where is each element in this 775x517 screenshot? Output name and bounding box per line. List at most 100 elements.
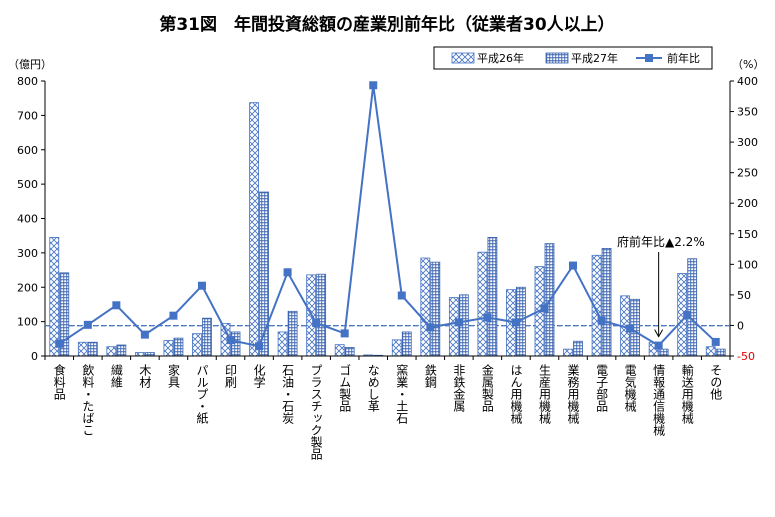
category-label: 家具 (166, 363, 180, 388)
bar-h27 (430, 261, 441, 357)
left-tick-label: 100 (17, 316, 38, 329)
bar-h27 (316, 273, 327, 357)
ratio-marker (426, 323, 435, 332)
category-label: 石油・石炭 (281, 364, 295, 425)
legend-label-h27: 平成27年 (571, 51, 618, 65)
bar-h27 (144, 352, 155, 357)
legend-marker-ratio (645, 54, 653, 62)
bar-h27 (487, 237, 498, 357)
ratio-marker (312, 319, 321, 327)
category-label: なめし革 (366, 364, 380, 412)
bar-h27 (287, 310, 298, 357)
annotation-arrowhead (654, 329, 664, 338)
category-label: 金属製品 (480, 363, 494, 412)
bar-h27 (202, 317, 212, 357)
category-label: 輸送用機械 (680, 363, 694, 424)
category-label: 鉄鋼 (423, 363, 437, 388)
ratio-marker (397, 291, 406, 300)
bar-h26 (134, 352, 145, 357)
right-tick-label: -50 (737, 350, 755, 363)
bar-h27 (87, 341, 98, 357)
ratio-marker (283, 268, 292, 277)
ratio-marker (540, 304, 549, 313)
bar-h27 (715, 348, 726, 357)
legend-label-ratio: 前年比 (667, 51, 700, 65)
bar-h27 (173, 337, 184, 357)
ratio-marker (112, 301, 121, 310)
category-label: 印刷 (224, 364, 238, 388)
ratio-marker (197, 281, 206, 290)
right-axis-unit: （%） (732, 58, 764, 71)
right-tick-label: 300 (737, 136, 758, 149)
bar-h26 (391, 339, 402, 357)
category-label: 情報通信機械 (652, 364, 666, 436)
category-label: 非鉄金属 (452, 364, 466, 413)
bar-h26 (334, 344, 345, 357)
right-tick-label: 350 (737, 106, 758, 119)
right-tick-label: 50 (737, 289, 751, 302)
left-tick-label: 500 (17, 178, 38, 191)
ratio-marker (569, 261, 578, 270)
ratio-marker (483, 313, 492, 322)
category-label: 化学 (252, 364, 266, 388)
category-label: その他 (709, 364, 723, 400)
right-tick-label: 0 (737, 319, 744, 332)
category-label: 繊維 (109, 364, 123, 388)
legend-swatch-h27 (545, 52, 569, 64)
ratio-marker (711, 337, 720, 346)
ratio-marker (369, 81, 378, 90)
ratio-marker (683, 311, 692, 320)
bar-h26 (163, 340, 174, 357)
left-tick-label: 0 (31, 350, 38, 363)
bar-h26 (448, 297, 459, 357)
category-label: 食料品 (52, 363, 66, 400)
category-label: 業務用機械 (566, 364, 580, 424)
bar-h26 (705, 346, 716, 357)
legend-label-h26: 平成26年 (477, 51, 524, 65)
category-label: はん用機械 (509, 364, 523, 424)
ratio-marker (654, 341, 663, 350)
annotation-label: 府前年比▲2.2% (617, 234, 705, 249)
bar-h27 (601, 248, 612, 357)
ratio-marker (83, 320, 92, 329)
ratio-marker (226, 336, 235, 345)
right-tick-label: 200 (737, 197, 758, 210)
ratio-line (58, 85, 717, 348)
bar-h27 (658, 348, 669, 357)
category-label: 生産用機械 (537, 364, 551, 424)
ratio-marker (140, 330, 149, 339)
left-tick-label: 400 (17, 213, 38, 226)
left-tick-label: 300 (17, 247, 38, 260)
bar-h27 (573, 340, 583, 357)
left-tick-label: 700 (17, 109, 38, 122)
bar-h26 (277, 331, 288, 357)
right-tick-label: 100 (737, 258, 758, 271)
left-axis-unit: （億円） (8, 58, 52, 71)
ratio-marker (511, 318, 520, 327)
category-label: 電子部品 (595, 364, 609, 412)
plot-area: 0 100 200 300 400 500 600 700 800 -50 0 50 100 150 200… (17, 75, 758, 460)
bar-h26 (49, 237, 60, 357)
category-label: ゴム製品 (338, 363, 352, 412)
bar-h26 (106, 346, 117, 357)
bar-h26 (249, 102, 259, 357)
legend: 平成26年 平成27年 前年比 (433, 46, 713, 70)
ratio-marker (340, 329, 349, 338)
bar-h26 (77, 341, 88, 357)
right-tick-label: 150 (737, 228, 758, 241)
left-tick-label: 600 (17, 144, 38, 157)
right-tick-label: 400 (737, 75, 758, 88)
category-label: 木材 (138, 364, 152, 388)
left-tick-label: 200 (17, 281, 38, 294)
bar-h26 (477, 251, 488, 357)
chart-title: 第31図 年間投資総額の産業別前年比（従業者30人以上） (159, 14, 614, 35)
legend-swatch-h26 (451, 52, 475, 64)
category-label: プラスチック製品 (309, 364, 323, 460)
right-tick-label: 250 (737, 167, 758, 180)
left-tick-label: 800 (17, 75, 38, 88)
ratio-marker (454, 318, 463, 327)
ratio-marker (626, 324, 635, 333)
ratio-marker (597, 316, 606, 325)
bar-h27 (344, 347, 355, 357)
